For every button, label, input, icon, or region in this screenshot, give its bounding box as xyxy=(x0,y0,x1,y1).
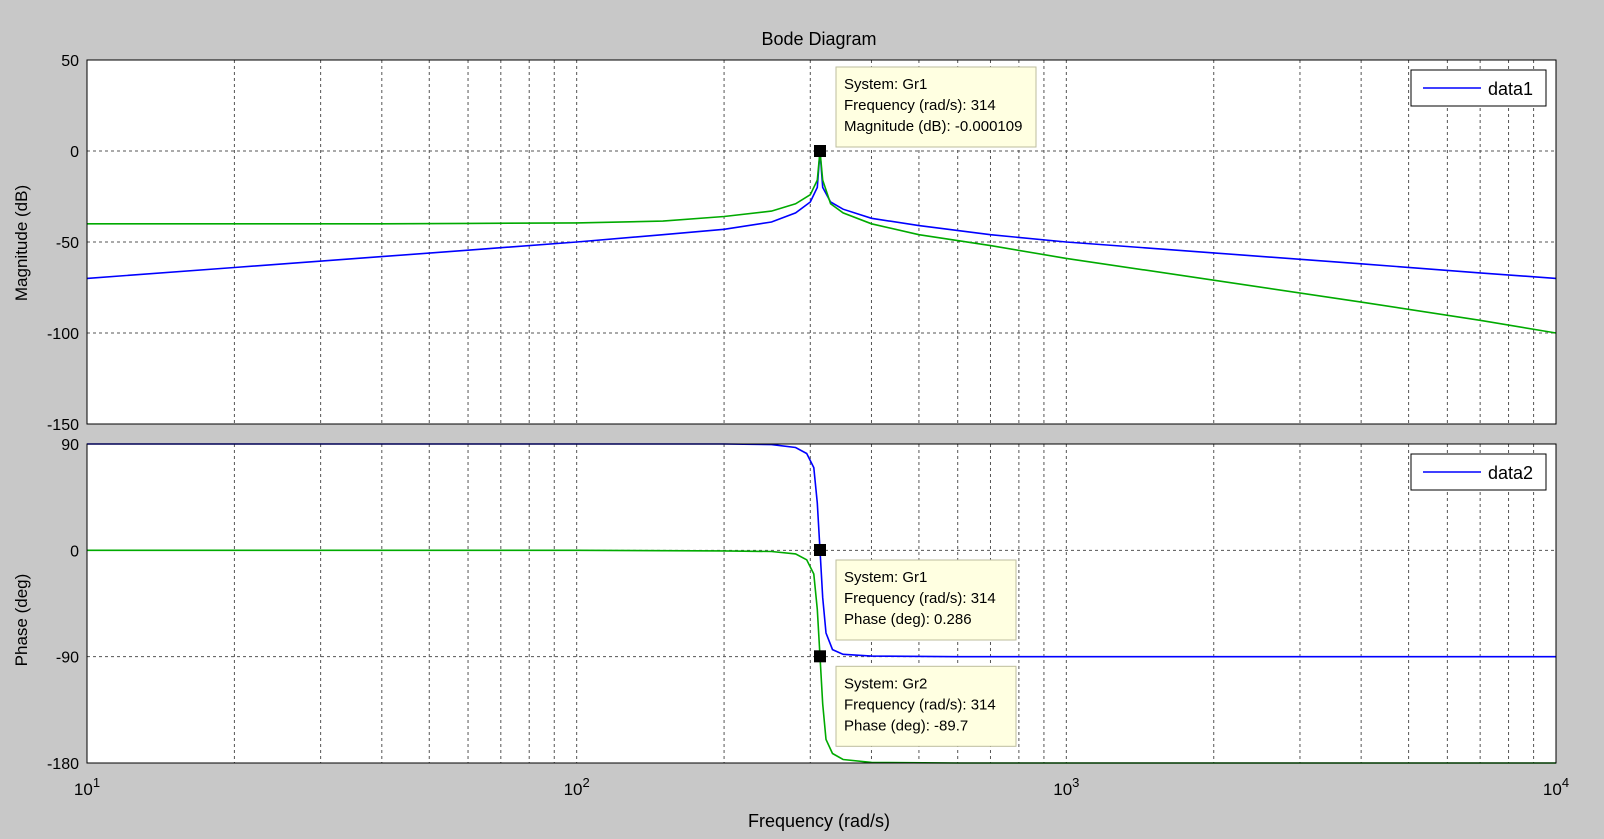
datatip-box xyxy=(835,665,1017,747)
magnitude-y-tick-label: -150 xyxy=(47,417,79,434)
magnitude-legend[interactable]: data1 xyxy=(1410,69,1547,107)
magnitude-panel: 50 0 -50 -100 -150 data1 System: Gr1 Frequency … xyxy=(47,53,1557,434)
datatip-box xyxy=(835,66,1037,148)
datatip-marker[interactable] xyxy=(813,543,826,556)
figure-title: Bode Diagram xyxy=(761,29,876,49)
phase-series-2-line[interactable] xyxy=(87,549,1556,764)
magnitude-y-tick-label: -50 xyxy=(56,235,79,252)
legend-entry-label: data2 xyxy=(1488,463,1533,483)
datatip-text: Magnitude (dB): -0.000109 xyxy=(844,118,1022,135)
magnitude-y-tick-label: 0 xyxy=(70,144,79,161)
datatip-text: System: Gr1 xyxy=(844,76,927,93)
legend-entry-label: data1 xyxy=(1488,79,1533,99)
datatip-text: Phase (deg): 0.286 xyxy=(844,611,972,628)
datatip-box xyxy=(835,559,1017,641)
phase-legend[interactable]: data2 xyxy=(1410,453,1547,491)
x-tick-label: 103 xyxy=(1053,775,1079,799)
phase-datatip-2[interactable]: System: Gr2 Frequency (rad/s): 314 Phase (… xyxy=(813,650,1017,747)
datatip-text: System: Gr2 xyxy=(844,675,927,692)
x-axis-label: Frequency (rad/s) xyxy=(748,811,890,831)
datatip-text: Frequency (rad/s): 314 xyxy=(844,590,996,607)
phase-datatip-1[interactable]: System: Gr1 Frequency (rad/s): 314 Phase (… xyxy=(813,543,1017,641)
x-tick-labels: 101 102 103 104 xyxy=(74,775,1569,799)
magnitude-y-tick-label: 50 xyxy=(61,53,79,70)
datatip-text: System: Gr1 xyxy=(844,569,927,586)
magnitude-series-2-line[interactable] xyxy=(87,150,1557,334)
phase-y-tick-label: 0 xyxy=(70,543,79,560)
x-tick-label: 101 xyxy=(74,775,100,799)
datatip-text: Frequency (rad/s): 314 xyxy=(844,97,996,114)
datatip-text: Frequency (rad/s): 314 xyxy=(844,696,996,713)
phase-y-tick-label: 90 xyxy=(61,437,79,454)
magnitude-y-tick-label: -100 xyxy=(47,326,79,343)
x-tick-label: 104 xyxy=(1543,775,1569,799)
phase-y-tick-label: -180 xyxy=(47,756,79,773)
datatip-marker[interactable] xyxy=(813,650,826,663)
magnitude-axes-frame xyxy=(86,59,1557,425)
datatip-text: Phase (deg): -89.7 xyxy=(844,717,968,734)
magnitude-datatip-1[interactable]: System: Gr1 Frequency (rad/s): 314 Magnitu… xyxy=(813,66,1037,157)
datatip-marker[interactable] xyxy=(813,145,826,157)
phase-y-tick-label: -90 xyxy=(56,650,79,667)
x-tick-label: 102 xyxy=(564,775,590,799)
phase-panel: 90 0 -90 -180 data2 System: Gr1 Frequency (rad… xyxy=(47,437,1557,773)
phase-axes-background xyxy=(87,444,1556,763)
phase-axes-frame xyxy=(86,443,1557,764)
phase-y-label: Phase (deg) xyxy=(12,574,31,667)
magnitude-y-label: Magnitude (dB) xyxy=(12,185,31,301)
